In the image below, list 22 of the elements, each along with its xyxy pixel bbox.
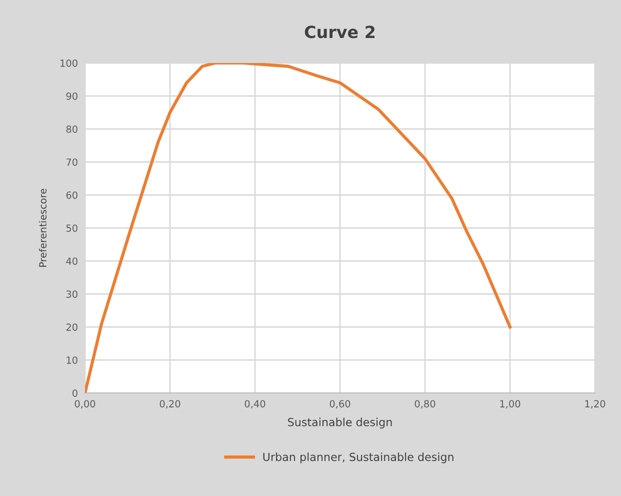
chart-title: Curve 2 [304, 26, 374, 38]
y-tick-label: 70 [66, 158, 78, 166]
x-tick-label: 1,20 [585, 400, 606, 408]
y-tick-label: 0 [72, 389, 78, 397]
y-tick-label: 90 [66, 92, 78, 100]
y-tick-label: 10 [66, 356, 78, 364]
y-tick-label: 40 [66, 257, 78, 265]
legend-label: Urban planner, Sustainable design [263, 452, 454, 464]
x-tick-label: 0,00 [74, 400, 96, 408]
y-tick-label: 100 [60, 59, 78, 67]
y-tick-label: 60 [66, 191, 78, 199]
x-tick-label: 0,80 [414, 400, 436, 408]
x-tick-label: 0,20 [160, 400, 180, 408]
y-tick-label: 30 [66, 290, 78, 298]
y-axis-title: Preferentiescore [38, 188, 47, 267]
y-tick-label: 80 [66, 125, 78, 133]
x-axis-title: Sustainable design [288, 418, 392, 428]
y-tick-label: 50 [66, 224, 78, 232]
x-tick-label: 0,60 [330, 400, 350, 408]
x-tick-label: 0,40 [244, 400, 266, 408]
x-tick-label: 1,00 [500, 400, 520, 408]
y-tick-label: 20 [66, 323, 78, 331]
